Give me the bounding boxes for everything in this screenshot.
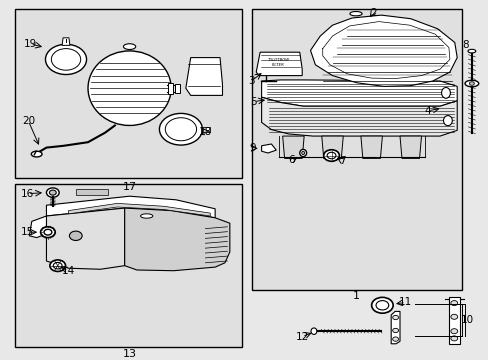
Polygon shape — [390, 311, 399, 344]
Text: 20: 20 — [22, 116, 35, 126]
Circle shape — [450, 314, 457, 319]
Polygon shape — [399, 136, 421, 158]
Circle shape — [45, 44, 86, 75]
Circle shape — [375, 301, 388, 310]
Text: 11: 11 — [398, 297, 412, 307]
Bar — [15, 184, 242, 347]
Text: 8: 8 — [461, 40, 468, 50]
Text: 2: 2 — [369, 8, 376, 18]
Circle shape — [392, 337, 398, 341]
Polygon shape — [448, 297, 459, 344]
Text: 10: 10 — [460, 315, 472, 325]
Circle shape — [41, 227, 55, 238]
Circle shape — [165, 118, 196, 141]
Bar — [15, 9, 242, 178]
Ellipse shape — [443, 116, 451, 126]
Circle shape — [450, 336, 457, 341]
Polygon shape — [310, 15, 456, 86]
Text: 19: 19 — [23, 39, 37, 49]
Ellipse shape — [310, 328, 316, 334]
Bar — [174, 84, 180, 93]
Polygon shape — [261, 80, 456, 106]
Ellipse shape — [372, 303, 391, 308]
Circle shape — [392, 315, 398, 320]
Text: 12: 12 — [295, 332, 308, 342]
Circle shape — [159, 113, 202, 145]
Text: 9: 9 — [249, 143, 256, 153]
Ellipse shape — [31, 151, 42, 157]
Ellipse shape — [141, 214, 153, 218]
Text: 6: 6 — [288, 155, 295, 165]
Polygon shape — [62, 38, 70, 45]
Polygon shape — [282, 136, 304, 158]
Text: 1: 1 — [352, 291, 359, 301]
Circle shape — [50, 260, 65, 271]
Circle shape — [326, 152, 335, 159]
Ellipse shape — [441, 87, 449, 98]
Polygon shape — [29, 216, 46, 238]
Text: 13: 13 — [122, 348, 136, 359]
Text: 18: 18 — [198, 127, 212, 137]
Polygon shape — [185, 58, 222, 95]
Polygon shape — [256, 52, 302, 76]
Polygon shape — [360, 136, 382, 158]
Ellipse shape — [123, 44, 136, 49]
Polygon shape — [201, 127, 210, 132]
Text: 4: 4 — [424, 106, 430, 116]
Circle shape — [49, 190, 56, 195]
Bar — [76, 189, 107, 195]
Circle shape — [69, 231, 82, 240]
Ellipse shape — [349, 12, 361, 16]
Text: 17: 17 — [122, 182, 136, 192]
Polygon shape — [321, 136, 343, 158]
Ellipse shape — [299, 149, 306, 157]
Circle shape — [46, 188, 59, 197]
Circle shape — [53, 262, 62, 269]
Polygon shape — [46, 208, 124, 269]
Polygon shape — [46, 196, 215, 218]
Text: 16: 16 — [21, 189, 35, 199]
Circle shape — [392, 328, 398, 333]
Text: 14: 14 — [61, 266, 75, 276]
Polygon shape — [261, 97, 456, 136]
Polygon shape — [68, 203, 210, 216]
Circle shape — [44, 229, 52, 235]
Bar — [251, 9, 461, 290]
Ellipse shape — [464, 80, 478, 87]
Ellipse shape — [467, 49, 475, 53]
Circle shape — [468, 82, 473, 85]
Ellipse shape — [88, 51, 171, 125]
Bar — [167, 83, 172, 94]
Text: 15: 15 — [21, 227, 35, 237]
Text: TULOTBOW
FILTER: TULOTBOW FILTER — [267, 58, 289, 67]
Text: 5: 5 — [250, 96, 257, 107]
Circle shape — [371, 297, 392, 313]
Circle shape — [450, 301, 457, 306]
Ellipse shape — [301, 151, 304, 154]
Circle shape — [450, 329, 457, 334]
Polygon shape — [261, 144, 276, 153]
Text: 3: 3 — [247, 76, 254, 86]
Circle shape — [323, 150, 339, 161]
Text: 7: 7 — [338, 156, 345, 166]
Polygon shape — [124, 208, 229, 271]
Circle shape — [51, 49, 81, 70]
